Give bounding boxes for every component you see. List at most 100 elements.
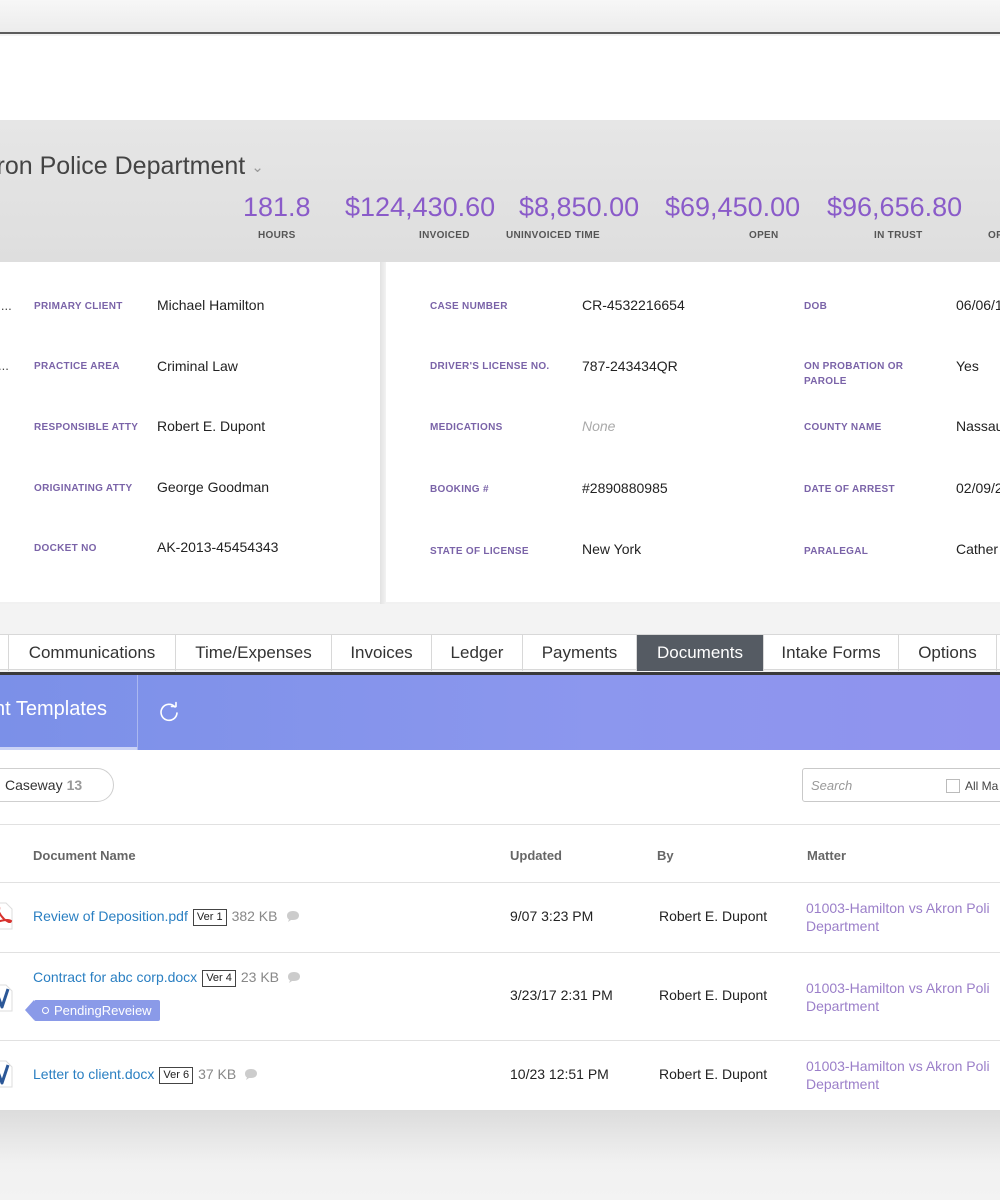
tag-dot-icon [42,1007,49,1014]
status-tag[interactable]: PendingReveiew [25,1000,160,1021]
document-templates-label: nt Templates [0,698,108,720]
stat-invoiced: $124,430.60 INVOICED [345,192,495,241]
document-templates-tab[interactable]: nt Templates [0,675,137,750]
matter-header: kron Police Department ⌄ 181.8 HOURS $124… [0,120,1000,262]
matter-link[interactable]: 01003-Hamilton vs Akron Poli Department [806,1057,1000,1093]
document-link[interactable]: Letter to client.docx [33,1066,155,1082]
stat-value: $8,850.00 [519,192,640,222]
field-value-booking: #2890880985 [582,480,668,496]
field-value-date-of-arrest: 02/09/2 [956,480,1000,496]
pdf-file-icon [0,902,13,930]
all-matters-label: All Ma [965,779,999,793]
field-value-originating-atty: George Goodman [157,479,270,495]
field-value-paralegal: Cather [956,541,999,557]
file-size: 37 KB [198,1066,237,1082]
tab-payments[interactable]: Payments [522,635,636,671]
document-list: Caseway 13 Search All Ma Document Name Up… [0,750,1000,1110]
status-tag-label: PendingReveiew [54,1003,152,1018]
comment-icon[interactable] [286,910,300,922]
field-label-docket-no: DOCKET NO [34,543,97,554]
documents-toolbar: nt Templates [0,672,1000,750]
chevron-down-icon[interactable]: ⌄ [251,159,264,177]
tab-time-expenses[interactable]: Time/Expenses [175,635,331,671]
file-size: 382 KB [231,908,278,924]
field-label-responsible-atty: RESPONSIBLE ATTY [34,422,139,433]
matter-link[interactable]: 01003-Hamilton vs Akron Poli Department [806,979,1000,1015]
stat-value: $69,450.00 [665,192,801,222]
stat-hours: 181.8 HOURS [243,192,311,241]
matter-title-text: kron Police Department [0,152,246,180]
column-header-document-name[interactable]: Document Name [33,848,136,863]
field-label-drivers-license: DRIVER'S LICENSE NO. [430,361,550,372]
version-badge[interactable]: Ver 1 [192,909,227,926]
word-file-icon [0,984,13,1012]
search-input[interactable]: Search All Ma [802,768,1000,802]
version-badge[interactable]: Ver 4 [202,970,236,987]
refresh-icon[interactable] [158,701,180,723]
stat-uninvoiced: $8,850.00 UNINVOICED TIME [506,192,640,241]
matter-link-line2: Department [806,1076,880,1092]
matter-link-line2: Department [806,918,880,934]
document-name[interactable]: Letter to client.docx Ver 6 37 KB [33,1066,258,1084]
source-filter-pill[interactable]: Caseway 13 [0,768,114,802]
stat-open: $69,450.00 OPEN [665,192,801,241]
source-filter-count: 13 [66,777,83,793]
stat-label: HOURS [258,230,296,241]
field-label-medications: MEDICATIONS [430,422,503,433]
panel-divider [380,262,386,604]
divider [0,1040,1000,1041]
field-label-booking: BOOKING # [430,484,489,495]
tab-options[interactable]: Options [898,635,996,671]
column-header-matter[interactable]: Matter [807,848,847,863]
table-row[interactable]: Letter to client.docx Ver 6 37 KB 10/23 12… [0,1041,1000,1109]
tab-documents[interactable]: Documents [636,635,763,671]
divider [0,824,1000,825]
tab-invoices[interactable]: Invoices [331,635,431,671]
field-value-dob: 06/06/1 [956,297,1000,313]
field-value-case-number: CR-4532216654 [582,297,685,313]
stat-value: 181.8 [243,192,311,222]
comment-icon[interactable] [244,1068,258,1080]
tab-ledger[interactable]: Ledger [431,635,522,671]
matter-title[interactable]: kron Police Department ⌄ [0,152,264,181]
document-link[interactable]: Review of Deposition.pdf [33,908,188,924]
field-value-primary-client: Michael Hamilton [157,297,265,313]
document-name[interactable]: Review of Deposition.pdf Ver 1 382 KB [33,908,300,926]
updated-time: 3/23/17 2:31 PM [510,987,613,1003]
stat-label: UNINVOICED TIME [506,230,600,241]
matter-link-line1: 01003-Hamilton vs Akron Poli [806,980,990,996]
field-value-responsible-atty: Robert E. Dupont [157,418,266,434]
stat-label: OPEN [749,230,779,241]
comment-icon[interactable] [287,971,301,983]
updated-time: 10/23 12:51 PM [510,1066,609,1082]
search-placeholder: Search [811,778,853,793]
tab-intake-forms[interactable]: Intake Forms [763,635,898,671]
truncated-value: l... [0,298,12,313]
table-row[interactable]: Review of Deposition.pdf Ver 1 382 KB 9/07… [0,883,1000,952]
version-badge[interactable]: Ver 6 [159,1067,194,1084]
file-size: 23 KB [240,969,280,985]
updated-by: Robert E. Dupont [659,987,768,1003]
field-label-practice-area: PRACTICE AREA [34,361,120,372]
details-panel-left: l... ... PRIMARY CLIENT Michael Hamilton… [0,262,380,602]
tab-communications[interactable]: Communications [8,635,175,671]
document-name[interactable]: Contract for abc corp.docx Ver 4 23 KB [33,969,301,987]
document-link[interactable]: Contract for abc corp.docx [33,969,198,985]
field-label-dob: DOB [804,301,828,312]
table-row[interactable]: Contract for abc corp.docx Ver 4 23 KB Pen… [0,953,1000,1040]
updated-by: Robert E. Dupont [659,908,768,924]
source-filter-label: Caseway [5,777,63,793]
field-label-county-name: COUNTY NAME [804,422,882,433]
field-label-case-number: CASE NUMBER [430,301,508,312]
tab-truncated[interactable] [996,635,1000,671]
all-matters-checkbox[interactable] [946,779,960,793]
updated-by: Robert E. Dupont [659,1066,768,1082]
column-header-by[interactable]: By [657,848,674,863]
matter-link[interactable]: 01003-Hamilton vs Akron Poli Department [806,899,1000,935]
column-header-updated[interactable]: Updated [510,848,562,863]
divider [0,882,1000,883]
bottom-shadow [0,1110,1000,1200]
matter-tabs: Communications Time/Expenses Invoices Le… [0,634,1000,671]
field-label-state-of-license: STATE OF LICENSE [430,546,529,557]
field-label-probation: ON PROBATION OR PAROLE [804,361,904,387]
